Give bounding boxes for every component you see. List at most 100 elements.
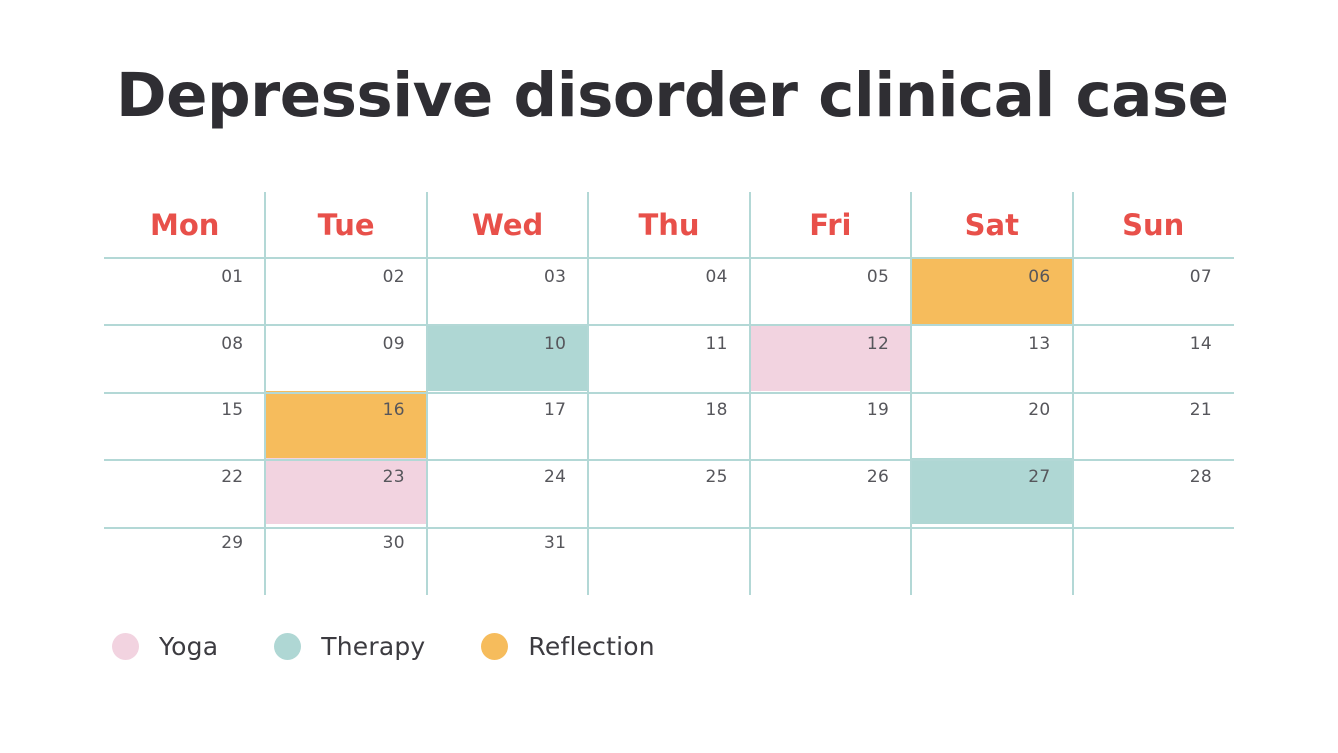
grid-line-horizontal <box>104 459 1234 462</box>
calendar-day-cell[interactable]: 30 <box>265 524 426 591</box>
day-number: 09 <box>382 333 405 354</box>
calendar-day-cell[interactable]: 28 <box>1073 458 1234 525</box>
day-number: 22 <box>221 466 244 487</box>
day-number: 07 <box>1189 267 1212 287</box>
day-number: 30 <box>382 533 405 554</box>
calendar-day-cell[interactable]: 25 <box>588 458 749 525</box>
calendar-day-cell[interactable]: 21 <box>1073 391 1234 458</box>
day-number: 16 <box>382 400 405 421</box>
day-number: 28 <box>1189 466 1212 487</box>
grid-line-horizontal <box>104 257 1234 259</box>
calendar-day-cell[interactable]: 18 <box>588 391 749 458</box>
day-number: 26 <box>866 466 890 487</box>
day-number: 12 <box>866 333 890 354</box>
calendar-day-cell[interactable]: 03 <box>427 258 588 325</box>
calendar-week-row: 22 23 24 25 26 27 28 <box>104 457 1234 525</box>
legend-item-therapy: Therapy <box>274 632 425 661</box>
day-number: 11 <box>705 333 728 354</box>
day-number: 03 <box>544 267 567 287</box>
calendar-day-cell[interactable]: 23 <box>265 457 427 525</box>
legend-item-yoga: Yoga <box>112 632 218 661</box>
day-number: 20 <box>1028 400 1051 421</box>
legend-label: Yoga <box>159 632 219 661</box>
grid-line-vertical <box>264 192 267 595</box>
day-number: 14 <box>1189 333 1212 354</box>
day-number: 10 <box>544 333 567 354</box>
calendar-day-cell[interactable]: 02 <box>265 258 426 325</box>
calendar-day-cell[interactable]: 22 <box>104 458 265 525</box>
calendar-day-cell[interactable]: 11 <box>588 325 749 392</box>
calendar-day-cell[interactable]: 15 <box>104 391 265 458</box>
calendar-day-cell[interactable]: 24 <box>427 458 588 525</box>
calendar-grid: Mon Tue Wed Thu Fri Sat Sun 01 02 03 04 05 06 07 08 09… <box>104 192 1234 595</box>
calendar-empty-cell <box>750 524 911 591</box>
day-number: 08 <box>221 333 244 354</box>
day-number: 24 <box>544 466 567 487</box>
day-number: 18 <box>705 400 728 421</box>
calendar-empty-cell <box>1073 524 1234 591</box>
weekday-header-fri: Fri <box>809 208 852 242</box>
grid-line-horizontal <box>104 526 1234 529</box>
calendar-day-cell[interactable]: 06 <box>911 258 1073 325</box>
calendar-day-cell[interactable]: 31 <box>427 524 588 591</box>
day-number: 04 <box>705 267 728 287</box>
calendar-day-cell[interactable]: 10 <box>426 324 589 392</box>
legend: Yoga Therapy Reflection <box>112 632 655 661</box>
grid-line-vertical <box>1071 192 1074 595</box>
calendar-day-cell[interactable]: 08 <box>104 325 265 392</box>
calendar-day-cell[interactable]: 12 <box>749 324 912 392</box>
calendar-weekday-header: Mon Tue Wed Thu Fri Sat Sun <box>104 192 1234 258</box>
calendar-week-row: 15 16 17 18 19 20 21 <box>104 391 1234 458</box>
weekday-header-sat: Sat <box>964 208 1019 242</box>
page-title: Depressive disorder clinical case <box>116 60 1229 131</box>
grid-line-horizontal <box>104 324 1234 327</box>
legend-dot-icon-yoga <box>112 633 139 660</box>
event-highlight-reflection <box>911 258 1073 325</box>
event-highlight-yoga <box>749 324 912 392</box>
legend-label: Therapy <box>321 632 426 661</box>
legend-item-reflection: Reflection <box>481 632 655 661</box>
calendar-day-cell[interactable]: 20 <box>911 391 1072 458</box>
calendar-day-cell[interactable]: 29 <box>104 524 265 591</box>
calendar-day-cell[interactable]: 13 <box>911 325 1072 392</box>
calendar-empty-cell <box>911 524 1072 591</box>
weekday-header-wed: Wed <box>471 208 544 242</box>
calendar-day-cell[interactable]: 14 <box>1073 325 1234 392</box>
calendar-day-cell[interactable]: 09 <box>265 325 426 392</box>
day-number: 17 <box>544 400 567 421</box>
day-number: 29 <box>221 533 244 554</box>
weekday-header-tue: Tue <box>317 208 375 242</box>
calendar-week-row: 01 02 03 04 05 06 07 <box>104 258 1234 325</box>
day-number: 13 <box>1028 333 1051 354</box>
grid-line-vertical <box>748 192 751 595</box>
calendar-week-row: 08 09 10 11 12 13 14 <box>104 324 1234 392</box>
day-number: 01 <box>221 267 244 287</box>
day-number: 27 <box>1028 466 1051 487</box>
event-highlight-yoga <box>265 457 427 525</box>
day-number: 15 <box>221 400 244 421</box>
event-highlight-therapy <box>911 457 1073 525</box>
calendar-day-cell[interactable]: 26 <box>750 458 911 525</box>
calendar-day-cell[interactable]: 16 <box>265 391 427 458</box>
calendar-day-cell[interactable]: 05 <box>750 258 911 325</box>
calendar-day-cell[interactable]: 07 <box>1073 258 1234 325</box>
event-highlight-therapy <box>426 324 589 392</box>
event-highlight-reflection <box>265 391 427 458</box>
grid-line-vertical <box>425 192 428 595</box>
legend-dot-icon-reflection <box>481 633 509 660</box>
day-number: 06 <box>1028 267 1051 287</box>
calendar-day-cell[interactable]: 19 <box>750 391 911 458</box>
calendar-day-cell[interactable]: 17 <box>427 391 588 458</box>
grid-line-vertical <box>910 192 913 595</box>
calendar-day-cell[interactable]: 27 <box>911 457 1073 525</box>
grid-line-horizontal <box>104 391 1234 394</box>
calendar-day-cell[interactable]: 04 <box>588 258 749 325</box>
day-number: 19 <box>866 400 890 421</box>
legend-dot-icon-therapy <box>274 633 302 660</box>
day-number: 05 <box>866 267 890 287</box>
calendar-weeks: 01 02 03 04 05 06 07 08 09 10 11 12 13 14 15 16 17 18 19 20… <box>104 258 1234 595</box>
day-number: 23 <box>382 466 405 487</box>
weekday-header-thu: Thu <box>638 208 700 242</box>
calendar-day-cell[interactable]: 01 <box>104 258 265 325</box>
